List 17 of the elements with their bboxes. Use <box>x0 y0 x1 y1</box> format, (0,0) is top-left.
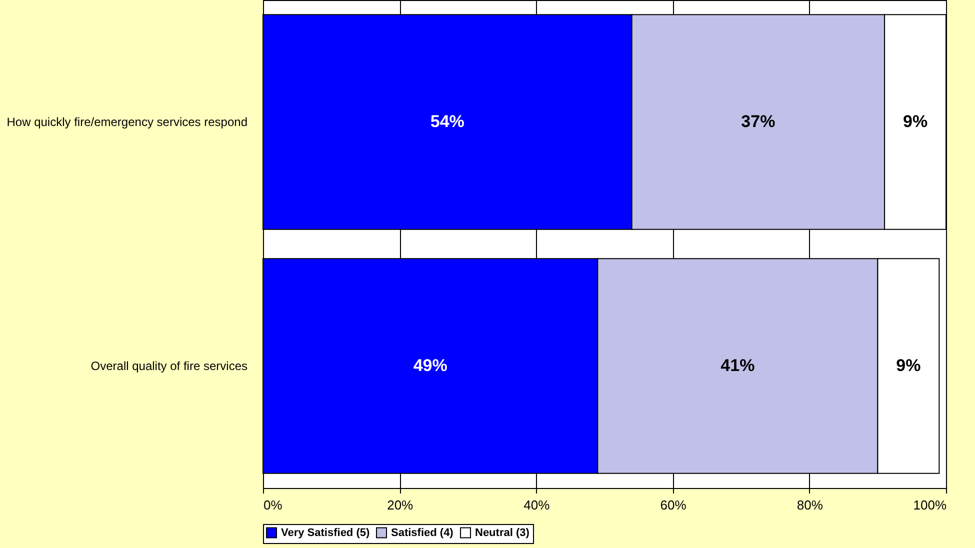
y-tick-label: Overall quality of fire services <box>90 359 248 373</box>
text: 37% <box>741 112 776 131</box>
text: 54% <box>430 112 464 131</box>
x-tick-label: 40% <box>524 498 550 512</box>
y-tick-label: How quickly fire/emergency services respond <box>6 115 248 129</box>
text: 9% <box>902 112 928 131</box>
x-tick-label: 100% <box>913 498 947 512</box>
legend-label: Very Satisfied (5) <box>281 526 370 539</box>
text: 41% <box>720 356 755 375</box>
text: 9% <box>896 356 921 375</box>
x-tick-label: 60% <box>660 498 687 512</box>
legend-label: Satisfied (4) <box>391 526 454 539</box>
x-tick-label: 0% <box>264 498 283 512</box>
x-tick-label: 80% <box>796 498 824 512</box>
text: 49% <box>413 356 448 375</box>
x-tick-label: 20% <box>387 498 414 512</box>
legend-label: Neutral (3) <box>475 526 530 539</box>
